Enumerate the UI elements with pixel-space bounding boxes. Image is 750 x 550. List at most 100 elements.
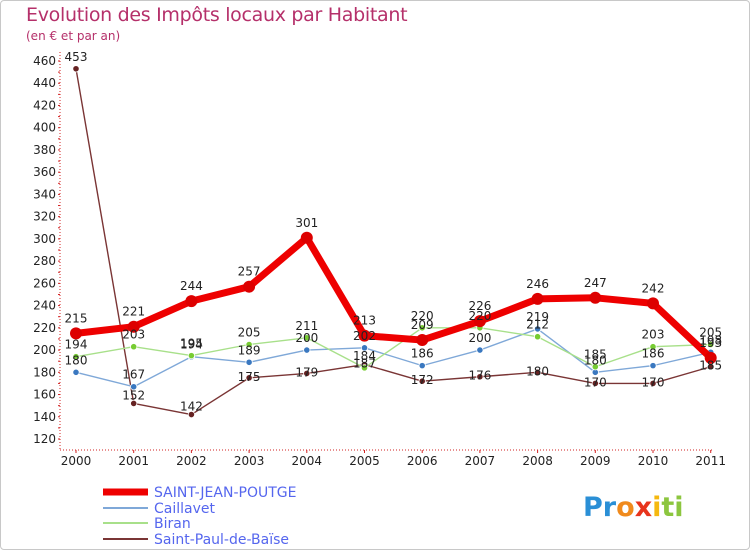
data-label-2: 203 (122, 328, 145, 342)
x-tick-label: 2010 (638, 454, 669, 468)
x-tick-label: 2005 (349, 454, 380, 468)
series-line-1 (75, 328, 712, 388)
data-point-0 (358, 329, 371, 342)
data-point-3 (476, 373, 484, 381)
x-tick-label: 2002 (176, 454, 207, 468)
data-label-1: 198 (699, 333, 722, 347)
data-label-3: 175 (238, 370, 261, 384)
data-label-1: 180 (584, 353, 607, 367)
brand-wordmark: Proxiti (583, 492, 684, 523)
data-label-3: 176 (468, 369, 491, 383)
data-label-3: 170 (584, 375, 607, 389)
data-label-2: 185 (584, 348, 607, 362)
x-tick-label: 2007 (465, 454, 496, 468)
data-point-2 (187, 352, 195, 360)
data-label-0: 193 (699, 336, 722, 350)
data-point-1 (130, 383, 138, 391)
series-line-3 (75, 68, 712, 416)
data-label-2: 220 (411, 309, 434, 323)
data-label-3: 172 (411, 373, 434, 387)
data-label-2: 184 (353, 349, 376, 363)
data-label-0: 221 (122, 305, 145, 319)
data-label-3: 453 (65, 50, 88, 64)
data-point-1 (245, 358, 253, 366)
data-point-0 (647, 297, 659, 310)
data-label-3: 185 (699, 359, 722, 373)
data-point-2 (649, 343, 657, 351)
data-label-2: 220 (468, 309, 491, 323)
data-label-1: 186 (642, 347, 665, 361)
data-label-3: 142 (180, 400, 203, 414)
y-tick-label: 220 (33, 321, 56, 335)
data-label-2: 203 (642, 328, 665, 342)
y-tick-label: 120 (33, 432, 56, 446)
y-tick-label: 200 (33, 343, 56, 357)
x-tick-label: 2000 (61, 454, 92, 468)
data-label-1: 200 (468, 331, 491, 345)
data-label-3: 179 (295, 365, 318, 379)
data-point-0 (127, 320, 140, 333)
data-point-1 (476, 346, 484, 354)
data-point-2 (591, 363, 599, 371)
data-point-2 (245, 340, 253, 349)
x-tick-label: 2003 (234, 454, 265, 468)
data-point-3 (130, 399, 138, 408)
y-tick-label: 380 (33, 143, 56, 157)
data-point-3 (187, 410, 195, 419)
data-point-1 (303, 346, 311, 354)
data-label-1: 180 (65, 353, 88, 367)
data-label-0: 301 (295, 216, 318, 230)
y-tick-label: 300 (33, 232, 56, 246)
data-point-2 (72, 353, 80, 361)
data-label-2: 195 (180, 337, 203, 351)
data-point-0 (704, 351, 717, 364)
data-label-0: 215 (65, 311, 88, 325)
data-point-3 (72, 65, 80, 73)
data-label-3: 180 (526, 364, 549, 378)
y-tick-label: 320 (33, 210, 56, 224)
data-point-0 (185, 295, 198, 308)
series-line-2 (75, 327, 712, 369)
y-tick-label: 240 (33, 299, 56, 313)
data-label-0: 213 (353, 314, 376, 328)
data-point-3 (303, 369, 311, 378)
data-point-3 (649, 379, 657, 388)
data-point-0 (300, 231, 313, 244)
data-point-1 (72, 368, 80, 376)
data-point-0 (416, 334, 429, 347)
data-point-3 (533, 368, 542, 376)
y-tick-label: 460 (33, 54, 56, 68)
data-label-0: 226 (468, 299, 491, 313)
data-point-2 (130, 343, 138, 351)
data-point-2 (707, 340, 715, 349)
data-point-3 (245, 374, 253, 382)
data-label-1: 194 (180, 338, 203, 352)
data-label-2: 194 (65, 338, 88, 352)
data-label-0: 242 (642, 281, 665, 295)
legend-label-2: Biran (154, 516, 191, 532)
data-point-3 (591, 379, 599, 388)
data-point-1 (418, 362, 426, 370)
data-label-2: 211 (295, 319, 318, 333)
data-label-0: 246 (526, 277, 549, 291)
data-label-1: 167 (122, 368, 145, 382)
data-label-1: 189 (238, 343, 261, 357)
data-label-3: 187 (353, 357, 376, 371)
data-point-3 (418, 377, 426, 385)
data-label-3: 152 (122, 388, 145, 402)
y-tick-label: 180 (33, 365, 56, 379)
data-point-0 (589, 291, 602, 304)
y-tick-label: 440 (33, 76, 56, 90)
y-tick-label: 400 (33, 121, 56, 135)
data-point-2 (418, 324, 426, 332)
legend-label-0: SAINT-JEAN-POUTGE (154, 485, 296, 501)
data-label-1: 186 (411, 347, 434, 361)
data-point-1 (533, 325, 542, 333)
y-tick-label: 140 (33, 410, 56, 424)
data-label-2: 212 (526, 318, 549, 332)
data-point-0 (473, 315, 486, 328)
data-label-1: 202 (353, 329, 376, 343)
